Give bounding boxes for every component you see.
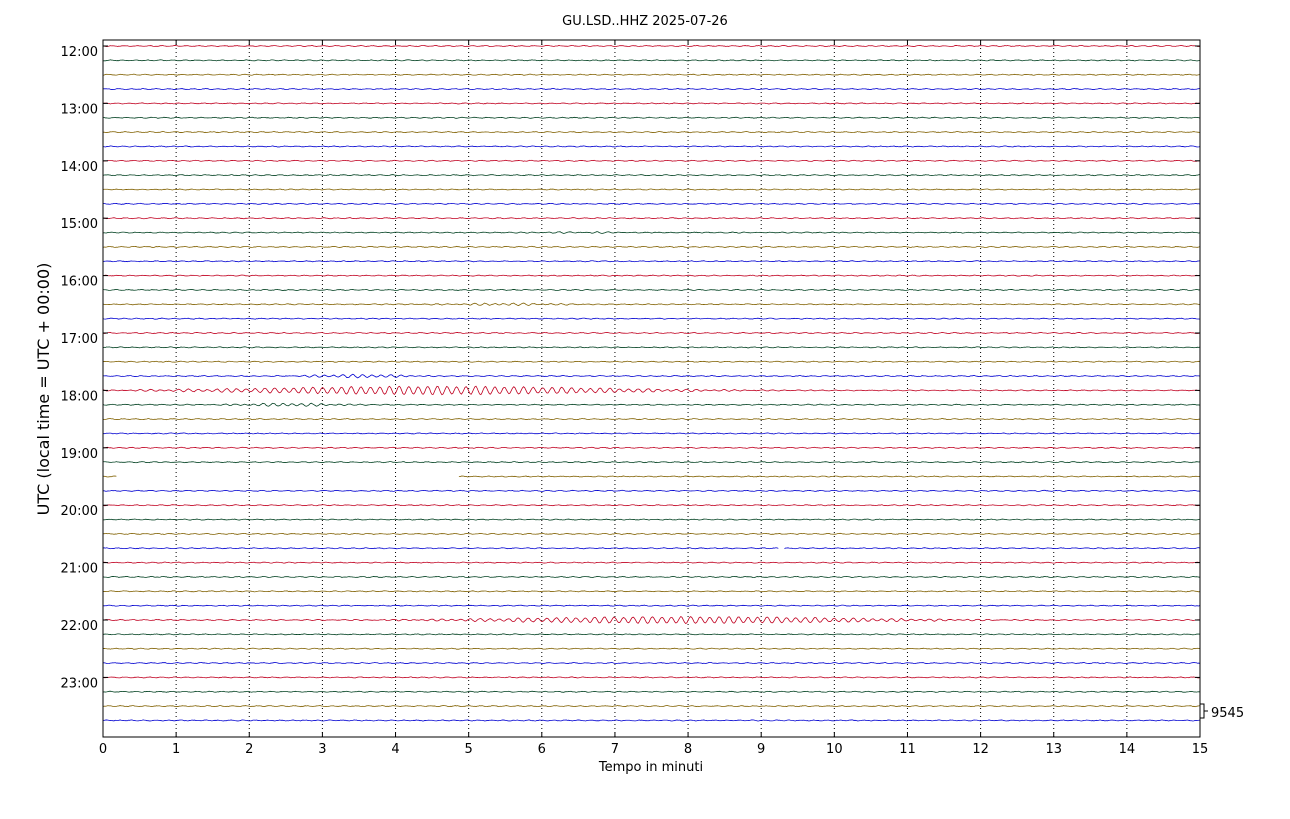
trace-line: [102, 662, 1201, 665]
trace-line: [102, 217, 1201, 220]
trace-line: [102, 446, 1201, 449]
trace-line: [102, 604, 1201, 607]
trace-line: [102, 245, 1201, 248]
trace-line: [102, 504, 1201, 507]
x-tick-label: 2: [245, 742, 253, 757]
x-tick-label: 4: [391, 742, 399, 757]
scale-bar: 9545: [1200, 703, 1244, 721]
y-axis-label: UTC (local time = UTC + 00:00): [34, 263, 53, 516]
trace-line: [102, 59, 1201, 62]
x-tick-label: 9: [757, 742, 765, 757]
trace-line: [102, 615, 1201, 624]
trace-line: [102, 432, 1201, 435]
chart-title: GU.LSD..HHZ 2025-07-26: [562, 14, 728, 29]
trace-line: [102, 260, 1201, 263]
scale-label: 9545: [1211, 706, 1244, 721]
trace-line: [102, 402, 1201, 407]
trace-line: [102, 676, 1201, 679]
trace-line: [102, 231, 1201, 234]
trace-line: [103, 590, 1201, 593]
trace-line: [102, 274, 1201, 277]
y-tick-label: 13:00: [61, 102, 98, 117]
y-tick-label: 18:00: [61, 389, 98, 404]
trace-line: [102, 475, 1201, 478]
y-tick-label: 20:00: [61, 504, 98, 519]
y-tick-label: 12:00: [61, 45, 98, 60]
trace-line: [102, 45, 1201, 47]
trace-line: [102, 719, 1201, 722]
x-tick-label: 3: [318, 742, 326, 757]
x-tick-label: 8: [684, 742, 692, 757]
trace-line: [102, 489, 1201, 492]
trace-line: [102, 188, 1201, 191]
x-axis-ticks: 0 1 2 3 4 5 6 7 8 9 10 11 12 13 14 15: [99, 40, 1208, 757]
grid-lines: [175, 40, 1128, 737]
trace-line: [102, 633, 1201, 636]
trace-line: [102, 102, 1201, 105]
trace-line: [102, 690, 1201, 693]
y-tick-label: 21:00: [61, 562, 98, 577]
trace-line: [102, 418, 1201, 421]
trace-line: [102, 647, 1201, 650]
trace-line: [102, 88, 1201, 91]
x-tick-label: 5: [465, 742, 473, 757]
trace-line: [102, 131, 1201, 134]
trace-line: [102, 145, 1201, 148]
y-tick-label: 22:00: [61, 619, 98, 634]
trace-line: [102, 73, 1201, 76]
y-tick-label: 23:00: [61, 676, 98, 691]
trace-line: [102, 547, 1201, 550]
trace-line: [102, 705, 1201, 708]
x-tick-label: 6: [538, 742, 546, 757]
trace-line: [102, 518, 1201, 521]
y-tick-label: 15:00: [61, 217, 98, 232]
trace-line: [102, 385, 1201, 396]
plot-frame: [102, 39, 1201, 738]
trace-line: [102, 116, 1201, 119]
y-tick-label: 16:00: [61, 275, 98, 290]
trace-line: [102, 332, 1201, 334]
x-tick-label: 13: [1045, 742, 1062, 757]
y-tick-label: 19:00: [61, 447, 98, 462]
y-tick-label: 14:00: [61, 160, 98, 175]
x-tick-label: 15: [1192, 742, 1209, 757]
scale-bracket: [1200, 703, 1208, 719]
trace-line: [102, 461, 1201, 464]
trace-line: [102, 346, 1201, 349]
trace-lines: [102, 45, 1201, 722]
x-tick-label: 10: [826, 742, 843, 757]
x-tick-label: 0: [99, 742, 107, 757]
trace-line: [102, 288, 1201, 291]
y-tick-label: 17:00: [61, 332, 98, 347]
x-tick-label: 11: [899, 742, 916, 757]
y-axis-ticks: 12:00 13:00 14:00 15:00 16:00 17:00 18:00 19:00…: [61, 45, 1200, 691]
x-axis-label: Tempo in minuti: [598, 760, 703, 775]
trace-line: [102, 302, 1201, 306]
x-tick-label: 14: [1119, 742, 1136, 757]
trace-line: [102, 561, 1201, 564]
x-tick-label: 12: [972, 742, 989, 757]
trace-line: [102, 159, 1201, 162]
trace-line: [102, 202, 1201, 205]
trace-line: [102, 575, 1201, 578]
trace-line: [102, 360, 1201, 363]
trace-line: [102, 317, 1201, 320]
trace-line: [102, 532, 1201, 535]
trace-line: [102, 174, 1201, 177]
trace-line: [102, 373, 1201, 379]
x-tick-label: 7: [611, 742, 619, 757]
x-tick-label: 1: [172, 742, 180, 757]
